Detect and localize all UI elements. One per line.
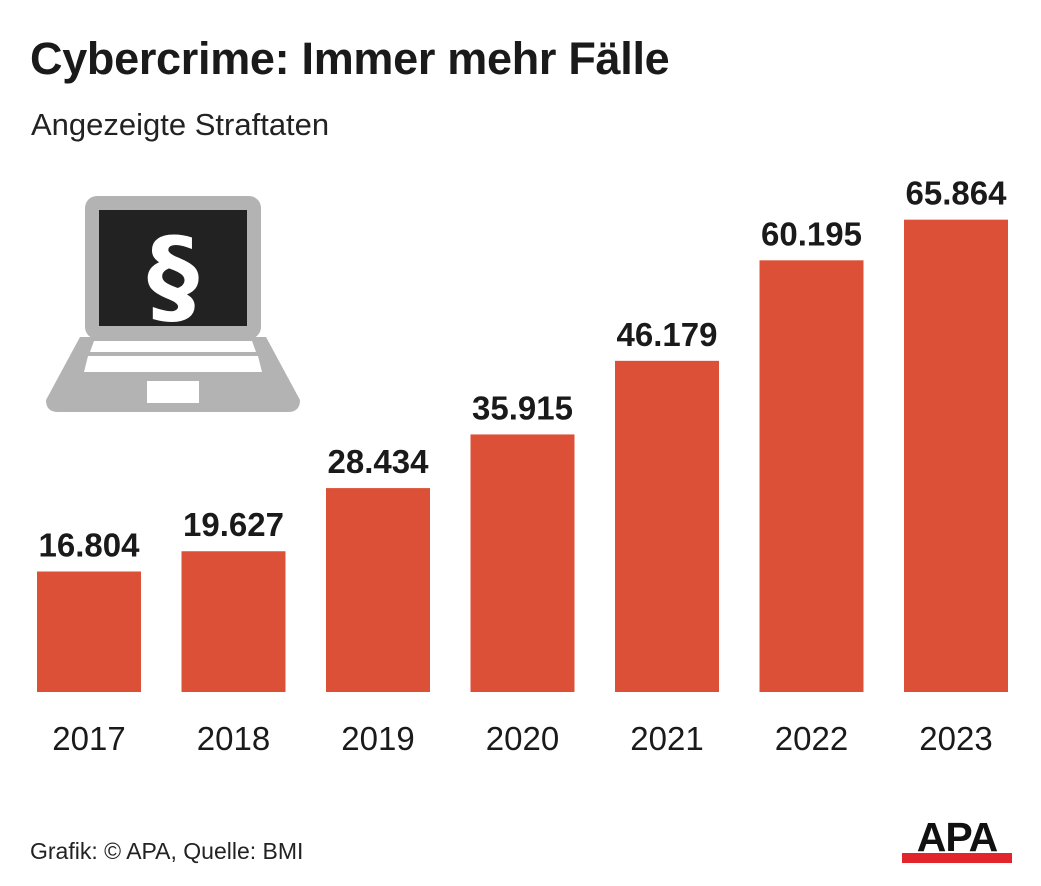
value-label: 65.864 bbox=[906, 175, 1008, 212]
apa-logo: APA bbox=[902, 820, 1012, 863]
bar-2019 bbox=[326, 488, 430, 692]
value-label: 60.195 bbox=[761, 215, 862, 252]
chart-subtitle: Angezeigte Straftaten bbox=[31, 107, 330, 142]
bar-2017 bbox=[37, 571, 141, 692]
bar-2018 bbox=[181, 551, 286, 692]
x-tick-label: 2019 bbox=[341, 720, 414, 757]
x-tick-label: 2017 bbox=[52, 720, 125, 757]
apa-logo-underline bbox=[902, 853, 1012, 863]
bars-group: 16.804 2017 19.627 2018 28.434 2019 35.915 2020… bbox=[37, 175, 1008, 757]
value-label: 28.434 bbox=[328, 443, 430, 480]
bar-2020 bbox=[470, 434, 575, 692]
value-label: 46.179 bbox=[617, 316, 718, 353]
x-tick-label: 2021 bbox=[630, 720, 703, 757]
laptop-icon: § bbox=[46, 196, 300, 412]
bar-2022 bbox=[759, 260, 864, 692]
value-label: 16.804 bbox=[39, 526, 141, 563]
bar-2023 bbox=[904, 219, 1008, 693]
x-tick-label: 2022 bbox=[775, 720, 848, 757]
x-tick-label: 2020 bbox=[486, 720, 559, 757]
value-label: 19.627 bbox=[183, 506, 284, 543]
x-tick-label: 2018 bbox=[197, 720, 270, 757]
value-label: 35.915 bbox=[472, 389, 573, 426]
x-tick-label: 2023 bbox=[919, 720, 992, 757]
source-note: Grafik: © APA, Quelle: BMI bbox=[30, 838, 304, 864]
paragraph-symbol: § bbox=[147, 215, 199, 337]
chart-title: Cybercrime: Immer mehr Fälle bbox=[30, 33, 670, 84]
bar-2021 bbox=[615, 360, 719, 692]
